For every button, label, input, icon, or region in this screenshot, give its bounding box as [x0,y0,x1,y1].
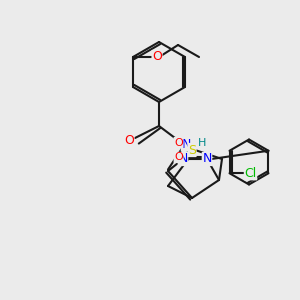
Text: O: O [152,50,162,64]
Text: O: O [174,137,183,148]
Text: H: H [198,137,207,148]
Text: N: N [202,152,212,166]
Text: S: S [188,143,196,157]
Text: N: N [178,152,188,166]
Text: Cl: Cl [244,167,256,180]
Text: N: N [181,137,191,151]
Text: O: O [174,152,183,163]
Text: O: O [124,134,134,148]
